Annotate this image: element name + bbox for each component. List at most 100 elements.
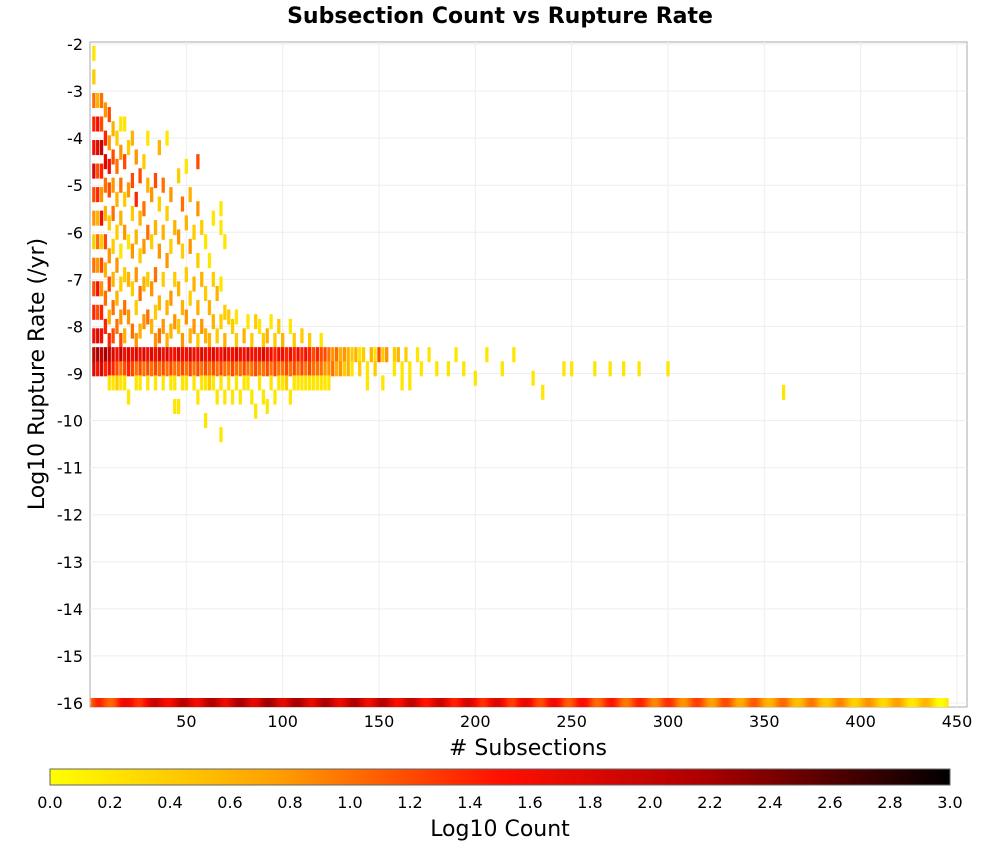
- floor-cell: [279, 698, 283, 707]
- floor-cell: [564, 698, 568, 707]
- heatmap-cell: [207, 347, 212, 363]
- floor-cell: [466, 698, 469, 707]
- floor-cell: [273, 698, 277, 707]
- heatmap-cell: [219, 427, 223, 443]
- floor-cell: [778, 698, 782, 707]
- floor-cell: [620, 698, 624, 707]
- floor-cell: [420, 698, 423, 707]
- heatmap-cell: [234, 333, 239, 349]
- heatmap-cell: [254, 314, 258, 330]
- floor-cell: [142, 698, 146, 707]
- floor-cell: [578, 698, 581, 707]
- heatmap-cell: [300, 347, 304, 363]
- heatmap-cell: [358, 361, 362, 377]
- floor-cell: [310, 698, 313, 707]
- heatmap-cell: [92, 163, 96, 179]
- y-tick-label: -13: [57, 553, 83, 572]
- heatmap-cell: [230, 361, 235, 377]
- floor-cell: [208, 698, 211, 707]
- heatmap-cell: [265, 361, 269, 377]
- heatmap-cell: [446, 361, 450, 377]
- floor-cell: [568, 698, 572, 707]
- floor-cell: [331, 698, 335, 707]
- heatmap-cell: [130, 243, 135, 259]
- floor-cell: [192, 698, 196, 707]
- heatmap-cell: [126, 361, 131, 377]
- heatmap-cell: [781, 384, 786, 400]
- floor-cell: [639, 698, 643, 707]
- floor-cell: [896, 698, 899, 707]
- floor-cell: [533, 698, 537, 707]
- heatmap-cell: [115, 257, 119, 273]
- floor-cell: [501, 698, 504, 707]
- y-axis-label: Log10 Rupture Rate (/yr): [25, 238, 50, 510]
- floor-cell: [358, 698, 361, 707]
- floor-cell: [314, 698, 317, 707]
- floor-cell: [607, 698, 610, 707]
- heatmap-cell: [541, 384, 545, 400]
- floor-cell: [595, 698, 598, 707]
- heatmap-cell: [103, 177, 108, 193]
- heatmap-cell: [169, 290, 173, 306]
- colorbar-tick-label: 1.4: [457, 793, 482, 812]
- floor-cell: [678, 698, 681, 707]
- heatmap-cell: [203, 285, 208, 302]
- heatmap-cell: [184, 309, 188, 325]
- floor-cell: [712, 698, 716, 707]
- heatmap-cell: [250, 333, 254, 349]
- floor-cell: [547, 698, 550, 707]
- floor-cell: [940, 698, 943, 707]
- heatmap-cell: [96, 361, 100, 377]
- heatmap-cell: [99, 116, 104, 132]
- floor-cell: [356, 698, 360, 707]
- heatmap-cell: [107, 215, 111, 231]
- heatmap-cell: [265, 398, 269, 414]
- heatmap-cell: [157, 295, 161, 311]
- floor-cell: [805, 698, 808, 707]
- heatmap-cell: [215, 285, 219, 302]
- floor-cell: [616, 698, 620, 707]
- floor-cell: [822, 698, 826, 707]
- floor-cell: [443, 698, 446, 707]
- heatmap-cell: [92, 69, 96, 85]
- floor-cell: [736, 698, 739, 707]
- floor-cell: [566, 698, 570, 707]
- heatmap-cell: [211, 375, 215, 391]
- heatmap-cell: [150, 347, 154, 363]
- floor-cell: [554, 698, 558, 707]
- floor-cell: [857, 698, 861, 707]
- heatmap-cell: [192, 361, 196, 377]
- floor-cell: [529, 698, 533, 707]
- floor-cell: [913, 698, 916, 707]
- heatmap-cell: [223, 347, 227, 363]
- heatmap-cell: [138, 168, 142, 184]
- heatmap-cell: [219, 347, 223, 363]
- floor-cell: [146, 698, 150, 707]
- heatmap-cell: [269, 375, 273, 391]
- heatmap-cell: [111, 121, 115, 137]
- floor-cell: [768, 698, 772, 707]
- heatmap-cell: [319, 347, 323, 363]
- heatmap-cell: [142, 361, 146, 377]
- heatmap-cell: [342, 347, 346, 363]
- heatmap-cell: [92, 45, 96, 61]
- heatmap-cell: [265, 347, 269, 363]
- floor-cell: [121, 698, 125, 707]
- floor-cell: [188, 698, 192, 707]
- heatmap-cell: [211, 361, 215, 377]
- floor-cell: [454, 698, 458, 707]
- heatmap-cell: [126, 140, 131, 156]
- heatmap-cell: [188, 187, 192, 203]
- floor-cell: [402, 698, 406, 707]
- heatmap-cell: [107, 347, 111, 363]
- heatmap-cell: [123, 300, 127, 316]
- heatmap-cell: [180, 375, 185, 391]
- floor-cell: [179, 698, 182, 707]
- floor-cell: [541, 698, 545, 707]
- floor-cell: [693, 698, 697, 707]
- heatmap-cell: [115, 224, 119, 240]
- floor-cell: [312, 698, 315, 707]
- floor-cell: [522, 698, 525, 707]
- heatmap-cell: [219, 375, 223, 391]
- floor-cell: [917, 698, 920, 707]
